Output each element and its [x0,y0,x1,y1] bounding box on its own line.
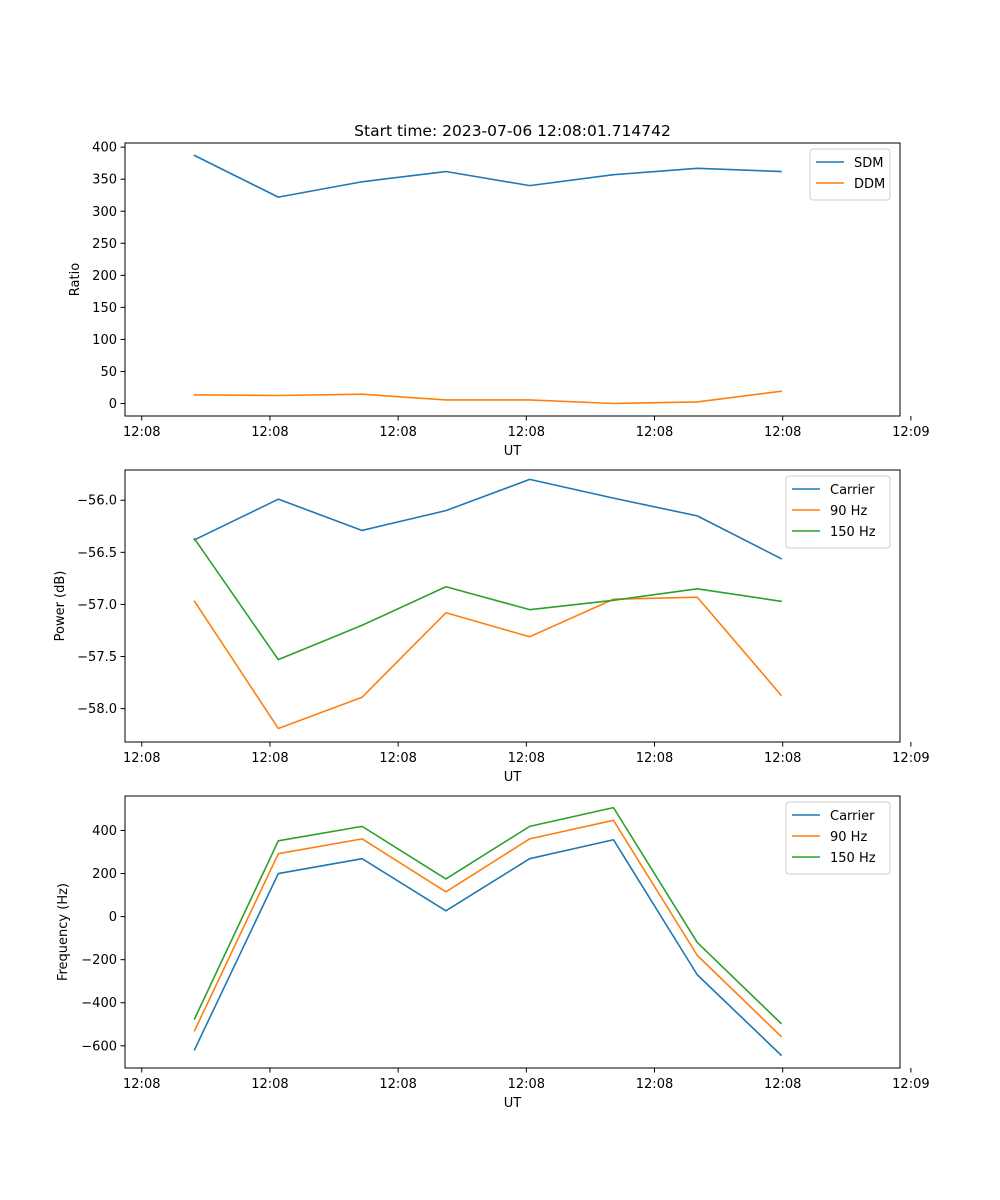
chart-2-xtick-label: 12:08 [251,1077,288,1092]
chart-1-xtick-label: 12:08 [123,751,160,766]
chart-2-xtick-label: 12:08 [379,1077,416,1092]
chart-1-ytick-label: −58.0 [77,702,117,717]
chart-0-series-sdm-line [193,154,782,198]
chart-2-ytick-label: −200 [81,953,117,968]
chart-2-xtick-label: 12:08 [508,1077,545,1092]
chart-0-xtick-label: 12:08 [764,425,801,440]
chart-0-ytick-label: 300 [92,205,117,220]
chart-1-legend-box [785,475,891,549]
chart-2-legend-label: 90 Hz [830,830,867,845]
chart-0-xtick-label: 12:09 [892,425,929,440]
chart-1-xtick-label: 12:08 [379,751,416,766]
chart-1-ytick-label: −57.5 [77,650,117,665]
chart-2-legend: Carrier 90 Hz 150 Hz [785,801,891,875]
chart-0-legend-label: DDM [854,177,885,192]
chart-0-xtick-label: 12:08 [508,425,545,440]
chart-1-ytick-label: −56.5 [77,546,117,561]
chart-0: Start time: 2023-07-06 12:08:01.714742 12… [68,122,930,459]
chart-2-xlabel: UT [504,1096,522,1111]
chart-0-title: Start time: 2023-07-06 12:08:01.714742 [354,122,671,140]
chart-0-series-ddm-line [193,390,782,405]
chart-0-xtick-label: 12:08 [379,425,416,440]
chart-0-ytick-label: 200 [92,269,117,284]
chart-2-ylabel: Frequency (Hz) [56,883,71,981]
chart-0-axes-frame [124,142,901,417]
chart-2-series-150-hz-line [193,806,783,1025]
chart-1: 12:08 12:08 12:08 12:08 12:08 12:08 12:09 −58.0… [53,469,930,785]
chart-0-xtick-label: 12:08 [251,425,288,440]
chart-1-xtick-label: 12:08 [764,751,801,766]
chart-2-ytick-label: 400 [92,824,117,839]
chart-1-series-90-hz-line [193,596,783,730]
chart-0-ytick-label: 0 [109,397,117,412]
chart-2-ytick-label: 200 [92,867,117,882]
chart-2-series-90-hz-line [193,819,783,1038]
chart-0-ytick-label: 250 [92,237,117,252]
chart-1-xtick-label: 12:08 [508,751,545,766]
chart-0-ytick-label: 400 [92,141,117,156]
chart-2-ytick-label: −600 [81,1039,117,1054]
chart-2-ytick-label: −400 [81,996,117,1011]
chart-1-legend: Carrier 90 Hz 150 Hz [785,475,891,549]
chart-0-ytick-label: 100 [92,333,117,348]
chart-1-xtick-label: 12:08 [636,751,673,766]
chart-2-xtick-label: 12:08 [636,1077,673,1092]
chart-0-legend-label: SDM [854,156,883,171]
chart-1-xtick-label: 12:08 [251,751,288,766]
chart-1-ytick-label: −57.0 [77,598,117,613]
chart-1-legend-label: 150 Hz [830,525,876,540]
chart-2-xtick-label: 12:08 [764,1077,801,1092]
chart-2-legend-label: Carrier [830,809,875,824]
chart-0-ytick-label: 350 [92,173,117,188]
chart-0-ytick-label: 50 [100,365,117,380]
chart-2: 12:08 12:08 12:08 12:08 12:08 12:08 12:09 −600 −… [56,795,930,1111]
chart-1-legend-label: Carrier [830,483,875,498]
chart-1-series-carrier-line [193,478,783,560]
chart-2-ytick-label: 0 [109,910,117,925]
chart-0-xtick-label: 12:08 [636,425,673,440]
chart-0-ytick-label: 150 [92,301,117,316]
chart-1-axes-frame [124,469,901,743]
chart-1-legend-label: 90 Hz [830,504,867,519]
chart-0-legend: SDM DDM [809,148,891,201]
chart-2-legend-box [785,801,891,875]
charts: Start time: 2023-07-06 12:08:01.714742 12… [53,122,930,1111]
chart-0-xtick-label: 12:08 [123,425,160,440]
chart-0-ylabel: Ratio [68,263,83,296]
chart-1-ytick-label: −56.0 [77,494,117,509]
chart-1-xlabel: UT [504,770,522,785]
chart-2-legend-label: 150 Hz [830,851,876,866]
chart-1-series-150-hz-line [193,537,782,661]
chart-2-xtick-label: 12:08 [123,1077,160,1092]
chart-2-axes-frame [124,795,901,1069]
chart-0-xlabel: UT [504,444,522,459]
chart-1-ylabel: Power (dB) [53,571,68,642]
chart-2-xtick-label: 12:09 [892,1077,929,1092]
chart-1-xtick-label: 12:09 [892,751,929,766]
chart-2-series-carrier-line [193,838,783,1057]
